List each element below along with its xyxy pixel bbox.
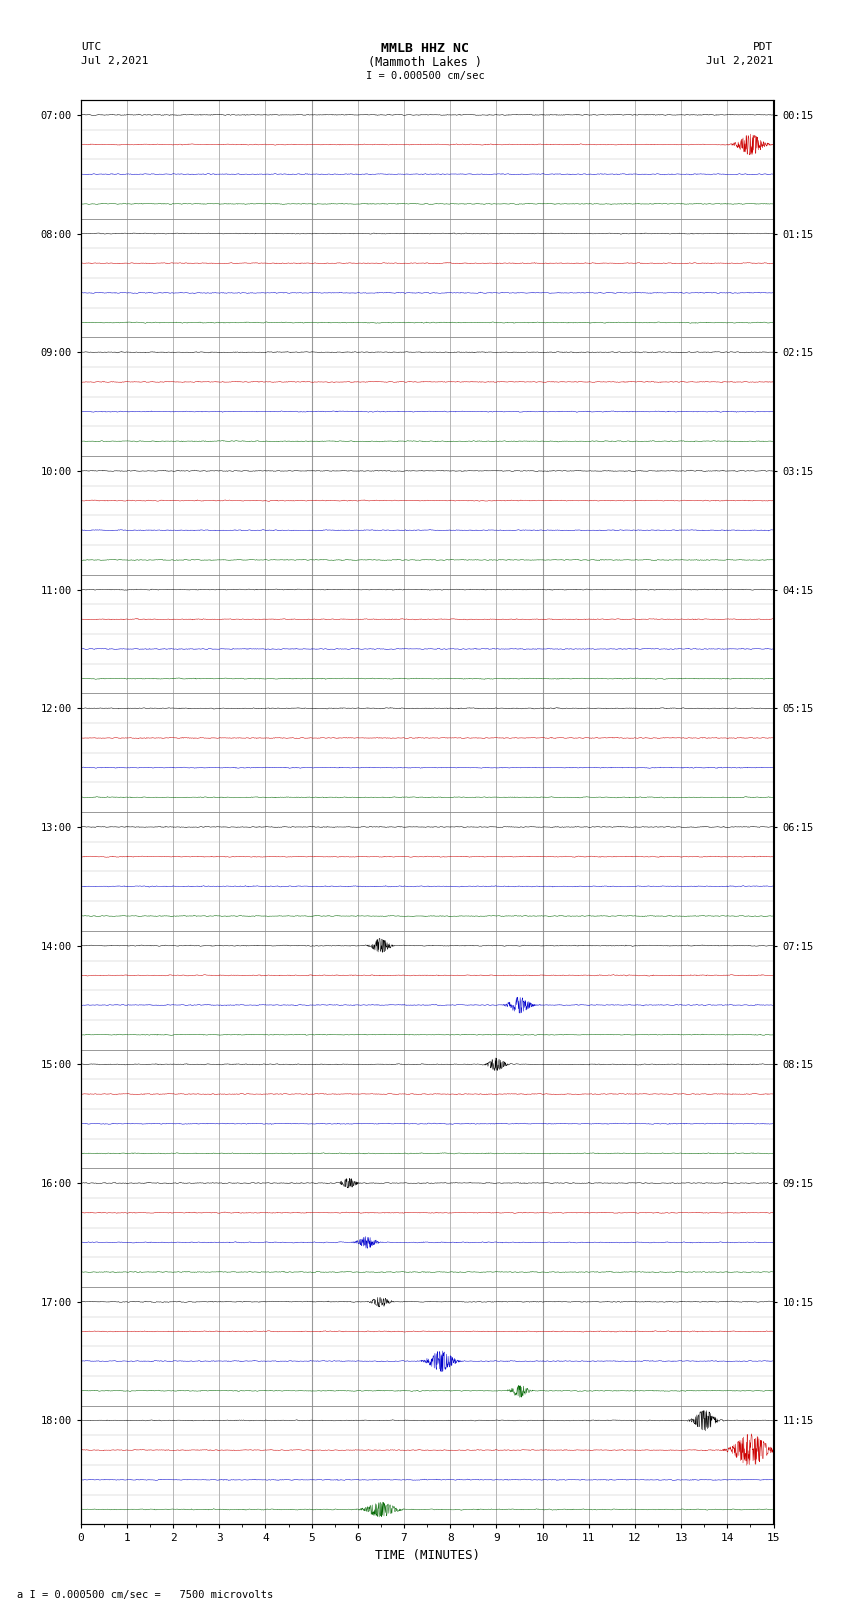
Text: UTC: UTC xyxy=(81,42,101,52)
Text: MMLB HHZ NC: MMLB HHZ NC xyxy=(381,42,469,55)
Text: Jul 2,2021: Jul 2,2021 xyxy=(81,56,148,66)
Text: Jul 2,2021: Jul 2,2021 xyxy=(706,56,774,66)
Text: a I = 0.000500 cm/sec =   7500 microvolts: a I = 0.000500 cm/sec = 7500 microvolts xyxy=(17,1590,273,1600)
Text: I = 0.000500 cm/sec: I = 0.000500 cm/sec xyxy=(366,71,484,81)
Text: PDT: PDT xyxy=(753,42,774,52)
Text: (Mammoth Lakes ): (Mammoth Lakes ) xyxy=(368,56,482,69)
X-axis label: TIME (MINUTES): TIME (MINUTES) xyxy=(375,1548,479,1561)
